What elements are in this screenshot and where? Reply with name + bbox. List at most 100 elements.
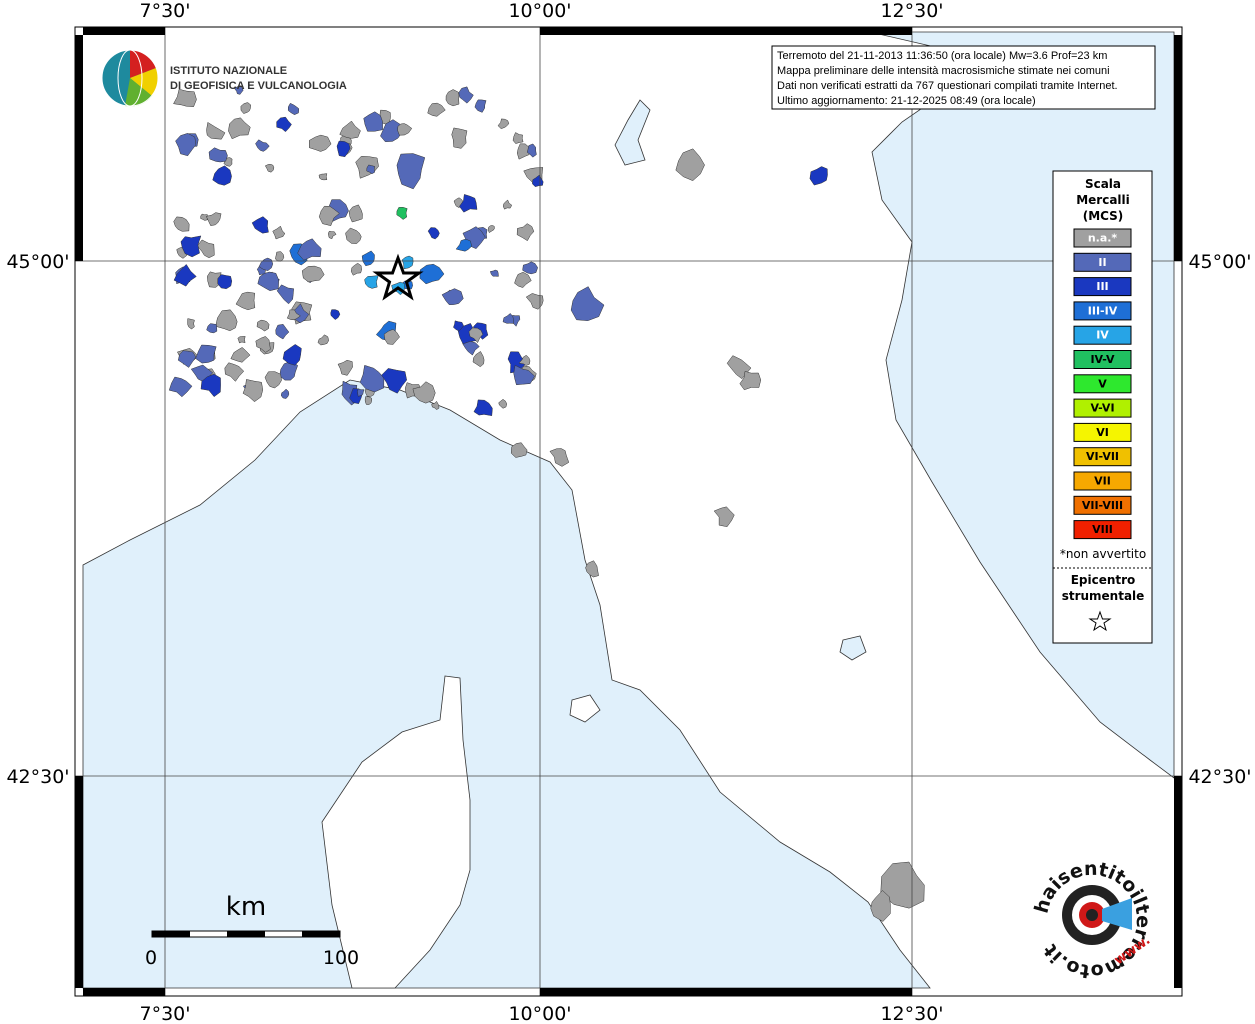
municipality xyxy=(497,118,510,129)
municipality xyxy=(276,116,292,133)
frame-bar xyxy=(83,988,165,996)
info-box: Terremoto del 21-11-2013 11:36:50 (ora l… xyxy=(771,45,1156,110)
epicenter-star xyxy=(372,253,424,301)
info-line: Ultimo aggiornamento: 21-12-2025 08:49 (… xyxy=(777,95,1036,107)
legend-label: VIII xyxy=(1092,523,1113,536)
legend-label: II xyxy=(1098,256,1106,269)
municipality xyxy=(282,344,302,366)
municipality xyxy=(459,194,478,213)
frame xyxy=(74,26,1183,997)
municipality xyxy=(427,227,440,240)
info-box-frame xyxy=(771,45,1156,110)
latitude-label: 45°00' xyxy=(6,251,69,273)
municipality xyxy=(383,329,400,345)
scale-unit: km xyxy=(226,892,266,922)
frame-bar xyxy=(1174,35,1182,261)
municipality xyxy=(526,143,537,158)
municipality xyxy=(498,398,508,409)
municipality xyxy=(200,373,221,398)
municipality xyxy=(363,111,383,132)
municipality xyxy=(357,388,365,397)
municipality xyxy=(474,99,487,113)
legend-label: IV-V xyxy=(1090,353,1115,366)
frame-bar xyxy=(1174,776,1182,988)
municipality xyxy=(514,271,532,288)
scale-segment xyxy=(152,931,190,937)
longitude-label: 7°30' xyxy=(140,1003,191,1024)
municipality xyxy=(256,319,270,332)
municipality xyxy=(458,86,474,104)
municipality xyxy=(251,216,269,234)
legend-swatch xyxy=(1073,495,1132,515)
legend-title: (MCS) xyxy=(1083,209,1124,223)
municipality xyxy=(473,399,493,416)
municipality xyxy=(585,560,599,578)
legend-label: VI-VII xyxy=(1086,450,1119,463)
municipality xyxy=(512,132,524,144)
municipality xyxy=(487,225,495,233)
municipality xyxy=(366,164,375,175)
municipality xyxy=(217,274,233,290)
municipality xyxy=(228,117,251,140)
municipality xyxy=(510,442,528,458)
municipality xyxy=(272,225,286,240)
municipality xyxy=(242,379,264,403)
legend-label: VI xyxy=(1096,426,1109,439)
municipality xyxy=(206,121,226,140)
longitude-label: 7°30' xyxy=(140,0,191,22)
municipality xyxy=(264,371,282,389)
scale-segment xyxy=(302,931,340,937)
latitude-label: 42°30' xyxy=(6,766,69,788)
municipality xyxy=(336,140,351,158)
lake-garda xyxy=(614,99,651,166)
legend-swatch xyxy=(1073,447,1132,467)
logo-grid xyxy=(117,49,143,107)
municipality xyxy=(187,318,195,330)
scale-start: 0 xyxy=(145,947,157,969)
info-line: Terremoto del 21-11-2013 11:36:50 (ora l… xyxy=(777,50,1107,62)
municipality xyxy=(257,271,279,291)
municipality xyxy=(412,381,436,404)
municipality xyxy=(212,165,232,186)
legend-label: n.a.* xyxy=(1088,232,1118,245)
municipality xyxy=(205,212,222,226)
municipality xyxy=(427,102,446,117)
logo-beam xyxy=(1102,898,1132,930)
municipality xyxy=(880,861,925,909)
municipality xyxy=(870,890,891,922)
legend-label: III-IV xyxy=(1088,304,1118,317)
legend-note: *non avvertito xyxy=(1060,547,1146,561)
municipality xyxy=(275,324,290,340)
frame-bar xyxy=(75,35,83,261)
municipality xyxy=(713,506,735,527)
municipality xyxy=(264,164,275,173)
municipality xyxy=(175,133,197,157)
municipality xyxy=(317,334,329,346)
municipality xyxy=(381,368,407,394)
municipality xyxy=(431,401,440,410)
municipality xyxy=(489,269,499,277)
municipality xyxy=(380,119,403,142)
latitude-label: 45°00' xyxy=(1188,251,1251,273)
frame-bar xyxy=(75,776,83,988)
municipality xyxy=(309,134,332,152)
legend-title: Mercalli xyxy=(1076,193,1130,207)
logo-ring xyxy=(1086,909,1098,921)
municipality xyxy=(173,88,197,107)
logo-text: DI GEOFISICA E VULCANOLOGIA xyxy=(170,80,347,92)
municipality xyxy=(235,291,256,311)
legend-epicenter: strumentale xyxy=(1062,589,1145,603)
municipality xyxy=(522,261,538,275)
municipality xyxy=(215,309,238,332)
municipality xyxy=(318,205,340,226)
municipality xyxy=(451,127,468,149)
frame-bar xyxy=(540,27,912,35)
municipality xyxy=(364,275,379,289)
municipality xyxy=(275,251,285,262)
legend-swatch xyxy=(1073,350,1132,369)
municipality xyxy=(173,216,190,232)
municipality xyxy=(361,250,375,267)
municipality xyxy=(739,370,762,391)
municipality xyxy=(675,148,705,181)
